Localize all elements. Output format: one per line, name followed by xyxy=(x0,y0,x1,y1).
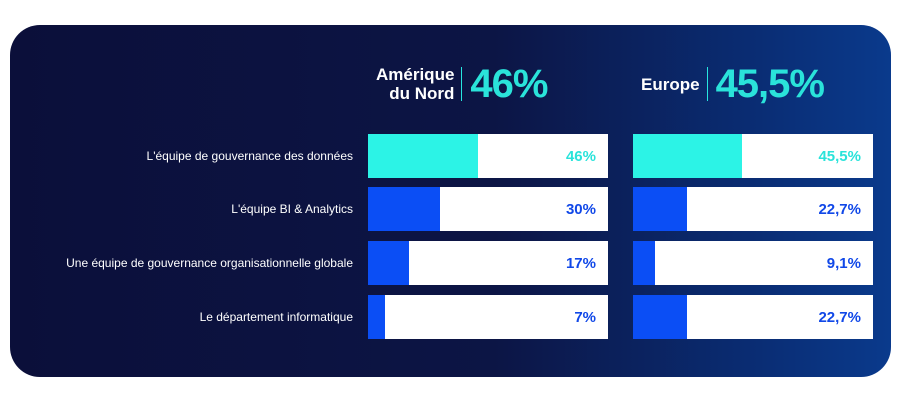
region-header-north-america: Amérique du Nord 46% xyxy=(376,62,548,106)
bar-track: 45,5% xyxy=(633,134,873,178)
region-name-line: du Nord xyxy=(389,84,455,103)
bar-track: 7% xyxy=(368,295,608,339)
region-name-line: Europe xyxy=(641,74,700,94)
bar-value-label: 22,7% xyxy=(818,308,861,326)
bar-fill xyxy=(633,134,743,178)
region-name-line: Amérique xyxy=(376,65,455,84)
bar-track: 9,1% xyxy=(633,241,873,285)
bar-fill xyxy=(633,187,688,231)
bar-value-label: 45,5% xyxy=(818,147,861,165)
bar-value-label: 17% xyxy=(565,254,596,272)
bar-fill xyxy=(368,187,440,231)
bar-fill xyxy=(633,295,688,339)
bar-fill xyxy=(633,241,655,285)
bar-value-label: 9,1% xyxy=(826,254,861,272)
bar-fill xyxy=(368,134,479,178)
bar-track: 46% xyxy=(368,134,608,178)
row-label: Une équipe de gouvernance organisationne… xyxy=(66,256,353,270)
region-header-europe: Europe 45,5% xyxy=(641,62,825,106)
bar-track: 17% xyxy=(368,241,608,285)
region-divider xyxy=(706,67,708,101)
bar-value-label: 46% xyxy=(565,147,596,165)
row-label: Le département informatique xyxy=(199,310,353,324)
bar-fill xyxy=(368,295,385,339)
bar-value-label: 7% xyxy=(574,308,596,326)
region-name-north-america: Amérique du Nord xyxy=(376,65,454,103)
region-name-europe: Europe xyxy=(641,75,700,94)
region-headline-value: 46% xyxy=(470,62,548,106)
bar-fill xyxy=(368,241,409,285)
bar-track: 22,7% xyxy=(633,187,873,231)
row-label: L'équipe de gouvernance des données xyxy=(146,149,353,163)
region-divider xyxy=(461,67,463,101)
bar-value-label: 22,7% xyxy=(818,200,861,218)
bar-value-label: 30% xyxy=(565,200,596,218)
bar-track: 30% xyxy=(368,187,608,231)
region-headline-value: 45,5% xyxy=(715,62,825,106)
row-label: L'équipe BI & Analytics xyxy=(231,202,353,216)
bar-track: 22,7% xyxy=(633,295,873,339)
